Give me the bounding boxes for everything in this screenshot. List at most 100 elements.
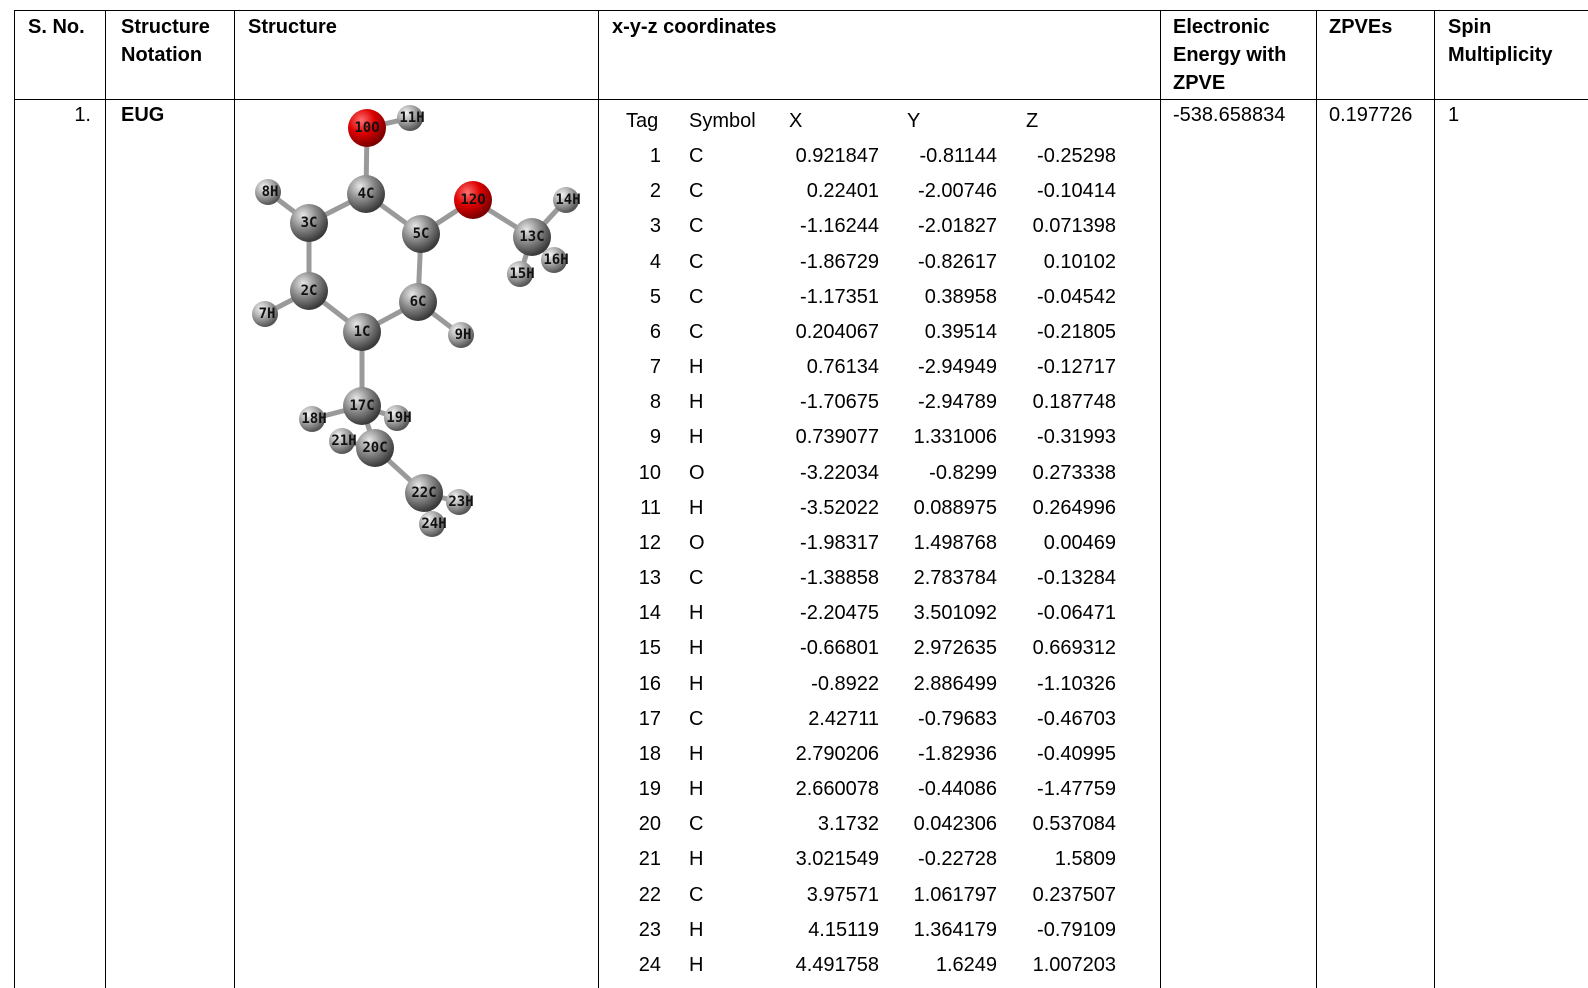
atom-label: 13C <box>519 229 544 245</box>
atom-label: 12O <box>460 192 485 208</box>
x-coordinate: -3.22034 <box>800 459 879 487</box>
atom-symbol: C <box>689 564 703 592</box>
atom-symbol: H <box>689 951 703 979</box>
atom-label: 9H <box>455 327 472 343</box>
z-coordinate: -0.10414 <box>1037 177 1116 205</box>
atom-tag: 17 <box>639 705 661 733</box>
y-coordinate: -0.22728 <box>918 845 997 873</box>
atom-label: 14H <box>555 192 580 208</box>
x-coordinate: -1.98317 <box>800 529 879 557</box>
coord-header: Y <box>907 107 920 135</box>
z-coordinate: -0.31993 <box>1037 423 1116 451</box>
x-coordinate: 3.1732 <box>818 810 879 838</box>
z-coordinate: 0.071398 <box>1033 212 1116 240</box>
spin-multiplicity: 1 <box>1448 101 1459 129</box>
y-coordinate: -2.94949 <box>918 353 997 381</box>
coord-header: Symbol <box>689 107 756 135</box>
x-coordinate: 3.97571 <box>807 881 879 909</box>
x-coordinate: -0.8922 <box>811 670 879 698</box>
column-header: Spin Multiplicity <box>1448 13 1588 69</box>
atom-tag: 15 <box>639 634 661 662</box>
z-coordinate: -0.12717 <box>1037 353 1116 381</box>
atom-symbol: H <box>689 916 703 944</box>
z-coordinate: -0.06471 <box>1037 599 1116 627</box>
atom-symbol: C <box>689 177 703 205</box>
atom-symbol: C <box>689 810 703 838</box>
x-coordinate: -1.16244 <box>800 212 879 240</box>
column-header: Structure Notation <box>121 13 233 69</box>
x-coordinate: 0.921847 <box>796 142 879 170</box>
atom-label: 19H <box>386 410 411 426</box>
z-coordinate: -1.10326 <box>1037 670 1116 698</box>
x-coordinate: -1.70675 <box>800 388 879 416</box>
molecule: 1C2C3C4C5C6C7H8H9H10O11H12O13C14H15H16H1… <box>0 0 1588 988</box>
structure-notation: EUG <box>121 101 164 129</box>
z-coordinate: 0.273338 <box>1033 459 1116 487</box>
z-coordinate: -0.21805 <box>1037 318 1116 346</box>
atom-label: 21H <box>331 433 356 449</box>
x-coordinate: -2.20475 <box>800 599 879 627</box>
z-coordinate: 1.007203 <box>1033 951 1116 979</box>
x-coordinate: 2.42711 <box>808 705 879 733</box>
z-coordinate: 0.537084 <box>1033 810 1116 838</box>
atom-tag: 6 <box>650 318 661 346</box>
coord-header: Tag <box>626 107 658 135</box>
atom-symbol: C <box>689 705 703 733</box>
atom-symbol: H <box>689 845 703 873</box>
y-coordinate: 0.38958 <box>925 283 997 311</box>
z-coordinate: 0.237507 <box>1033 881 1116 909</box>
atom-symbol: H <box>689 775 703 803</box>
atom-symbol: C <box>689 283 703 311</box>
atom-symbol: H <box>689 599 703 627</box>
y-coordinate: 1.331006 <box>914 423 997 451</box>
atom-symbol: H <box>689 388 703 416</box>
atom-tag: 3 <box>650 212 661 240</box>
z-coordinate: 0.10102 <box>1044 248 1116 276</box>
atom-label: 3C <box>301 215 318 231</box>
y-coordinate: 2.783784 <box>914 564 997 592</box>
y-coordinate: -1.82936 <box>918 740 997 768</box>
x-coordinate: 0.204067 <box>796 318 879 346</box>
atom-label: 11H <box>399 110 424 126</box>
atom-tag: 19 <box>639 775 661 803</box>
atom-label: 2C <box>301 283 318 299</box>
atom-symbol: C <box>689 212 703 240</box>
row-number: 1. <box>74 101 91 129</box>
atom-label: 15H <box>509 266 534 282</box>
x-coordinate: -1.86729 <box>800 248 879 276</box>
atom-tag: 13 <box>639 564 661 592</box>
x-coordinate: 0.22401 <box>807 177 879 205</box>
atom-tag: 14 <box>639 599 661 627</box>
x-coordinate: 4.491758 <box>796 951 879 979</box>
z-coordinate: -0.25298 <box>1037 142 1116 170</box>
atom-tag: 5 <box>650 283 661 311</box>
atom-label: 16H <box>543 252 568 268</box>
z-coordinate: -0.13284 <box>1037 564 1116 592</box>
atom-label: 10O <box>354 120 379 136</box>
z-coordinate: -1.47759 <box>1037 775 1116 803</box>
y-coordinate: 1.061797 <box>914 881 997 909</box>
atom-tag: 7 <box>650 353 661 381</box>
x-coordinate: -0.66801 <box>800 634 879 662</box>
x-coordinate: 0.76134 <box>807 353 879 381</box>
atom-label: 5C <box>413 226 430 242</box>
y-coordinate: -0.44086 <box>918 775 997 803</box>
atom-tag: 22 <box>639 881 661 909</box>
z-coordinate: 0.187748 <box>1033 388 1116 416</box>
y-coordinate: 0.39514 <box>925 318 997 346</box>
y-coordinate: 3.501092 <box>914 599 997 627</box>
y-coordinate: 0.088975 <box>914 494 997 522</box>
atom-symbol: H <box>689 423 703 451</box>
atom-tag: 23 <box>639 916 661 944</box>
atom-tag: 9 <box>650 423 661 451</box>
z-coordinate: 0.669312 <box>1033 634 1116 662</box>
atom-tag: 4 <box>650 248 661 276</box>
column-header: ZPVEs <box>1329 13 1429 41</box>
x-coordinate: -1.17351 <box>800 283 879 311</box>
z-coordinate: 0.00469 <box>1044 529 1116 557</box>
atom-symbol: C <box>689 318 703 346</box>
y-coordinate: 1.6249 <box>936 951 997 979</box>
atom-label: 23H <box>448 494 473 510</box>
x-coordinate: 0.739077 <box>796 423 879 451</box>
atom-tag: 11 <box>640 494 661 522</box>
